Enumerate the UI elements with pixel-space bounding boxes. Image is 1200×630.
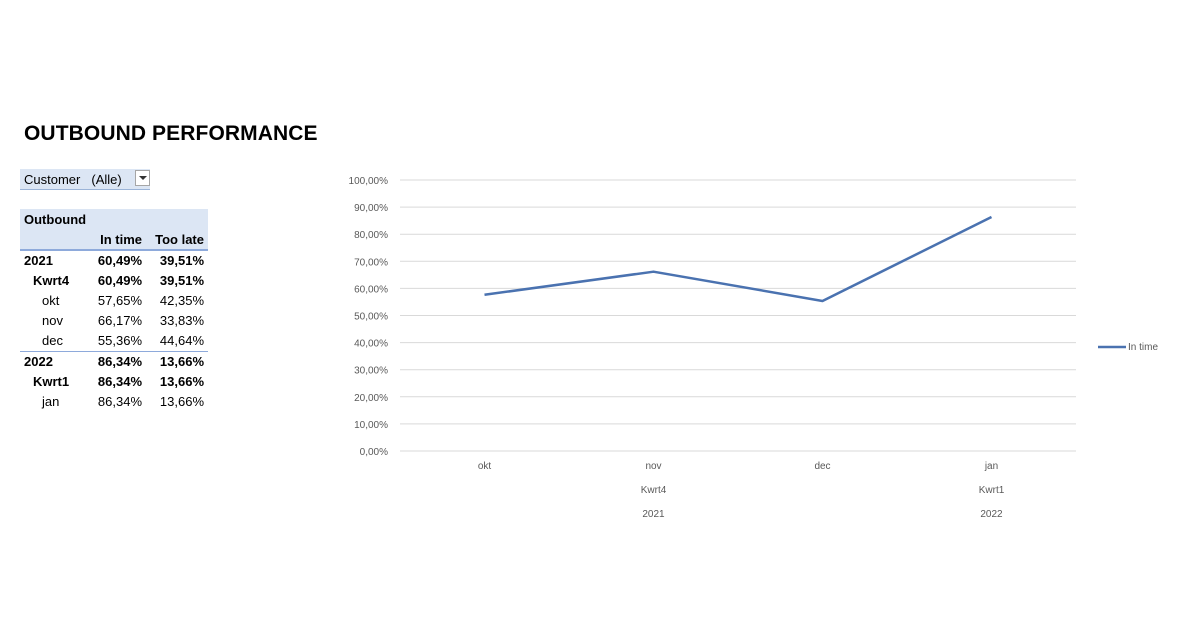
too-late-value: 44,64%	[159, 333, 204, 348]
customer-filter-value: (Alle)	[91, 171, 122, 187]
customer-filter-label: Customer	[24, 171, 81, 187]
too-late-value: 33,83%	[159, 313, 204, 328]
too-late-value: 39,51%	[159, 273, 204, 288]
year-label: 2021	[642, 509, 665, 520]
in-time-value: 60,49%	[97, 273, 142, 288]
in-time-value: 86,34%	[97, 394, 142, 409]
too-late-value: 13,66%	[159, 374, 204, 389]
too-late-value: 13,66%	[159, 394, 204, 409]
pivot-body: 2021 60,49% 39,51% Kwrt4 60,49% 39,51% okt 57,6…	[20, 250, 208, 412]
in-time-value: 60,49%	[97, 253, 142, 268]
table-row: okt 57,65% 42,35%	[20, 291, 208, 311]
in-time-value: 57,65%	[97, 293, 142, 308]
row-label: nov	[42, 313, 63, 328]
table-row: Kwrt4 60,49% 39,51%	[20, 271, 208, 291]
in-time-value: 86,34%	[97, 374, 142, 389]
year-label: 2022	[980, 509, 1003, 520]
row-label: jan	[42, 394, 60, 409]
in-time-value: 66,17%	[97, 313, 142, 328]
in-time-value: 86,34%	[97, 354, 142, 369]
row-label: Kwrt4	[33, 273, 70, 288]
y-tick-label: 100,00%	[349, 176, 389, 187]
y-tick-label: 80,00%	[354, 230, 388, 241]
too-late-value: 42,35%	[159, 293, 204, 308]
table-row: 2021 60,49% 39,51%	[20, 250, 208, 271]
table-row: Kwrt1 86,34% 13,66%	[20, 372, 208, 392]
y-tick-label: 90,00%	[354, 203, 388, 214]
row-label: 2021	[24, 253, 53, 268]
legend-label: In time	[1128, 342, 1158, 353]
pivot-header: Outbound	[20, 209, 208, 229]
pivot-table: Outbound In time Too late 2021 60,49% 39,5…	[20, 209, 208, 412]
table-row: jan 86,34% 13,66%	[20, 392, 208, 412]
y-tick-label: 40,00%	[354, 339, 388, 350]
y-tick-label: 30,00%	[354, 366, 388, 377]
page-title: OUTBOUND PERFORMANCE	[24, 122, 318, 145]
customer-filter[interactable]: Customer (Alle)	[20, 169, 150, 190]
row-label: dec	[42, 333, 63, 348]
y-tick-label: 70,00%	[354, 257, 388, 268]
filter-dropdown-icon[interactable]	[135, 170, 150, 186]
row-label: Kwrt1	[33, 374, 70, 389]
table-row: 2022 86,34% 13,66%	[20, 351, 208, 372]
in-time-value: 55,36%	[97, 333, 142, 348]
y-tick-label: 50,00%	[354, 312, 388, 323]
pivot-column-headers: In time Too late	[20, 229, 208, 250]
x-tick-label: dec	[814, 461, 830, 472]
x-tick-label: jan	[984, 461, 998, 472]
table-row: nov 66,17% 33,83%	[20, 311, 208, 331]
y-tick-label: 60,00%	[354, 284, 388, 295]
quarter-label: Kwrt4	[641, 485, 667, 496]
row-label: 2022	[24, 354, 53, 369]
row-label: okt	[42, 293, 60, 308]
quarter-label: Kwrt1	[979, 485, 1005, 496]
y-tick-label: 0,00%	[360, 447, 388, 458]
too-late-value: 39,51%	[159, 253, 204, 268]
y-tick-label: 10,00%	[354, 420, 388, 431]
series-line-in-time	[484, 215, 993, 303]
y-tick-label: 20,00%	[354, 393, 388, 404]
column-header-too-late: Too late	[155, 232, 204, 247]
x-tick-label: okt	[478, 461, 492, 472]
table-row: dec 55,36% 44,64%	[20, 331, 208, 351]
x-tick-label: nov	[645, 461, 661, 472]
column-header-in-time: In time	[100, 232, 142, 247]
too-late-value: 13,66%	[159, 354, 204, 369]
